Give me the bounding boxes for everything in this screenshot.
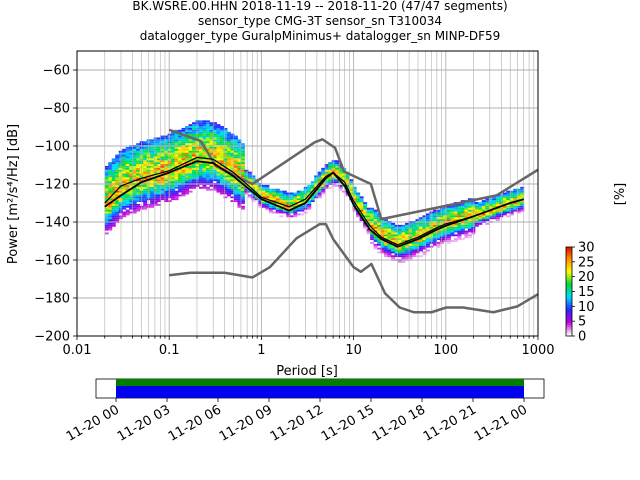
colorbar-tick-label: 15 [578,285,595,300]
x-tick-label: 1000 [521,343,554,358]
y-axis-label: Power [m²/s⁴/Hz] [dB] [6,124,21,264]
x-tick-label: 0.1 [159,343,180,358]
psd-curves [104,128,539,314]
timeline-tick-label: 11-20 21 [421,402,479,444]
timeline-tick-label: 11-20 09 [217,402,275,444]
timeline-tick-label: 11-20 15 [319,402,377,444]
y-tick-label: −80 [43,102,70,117]
colorbar-label: [%] [613,183,628,206]
available-data-bar [116,379,524,386]
colorbar-tick-label: 20 [578,270,595,285]
timeline-tick-label: 11-20 06 [166,402,224,444]
y-tick-label: −60 [43,64,70,79]
colorbar-tick-label: 25 [578,255,595,270]
title-line-3: datalogger_type GuralpMinimus+ datalogge… [140,29,501,43]
timeline-tick-label: 11-20 12 [268,402,326,444]
x-tick-label: 0.01 [63,343,92,358]
x-tick-label: 1 [257,343,265,358]
title-line-2: sensor_type CMG-3T sensor_sn T310034 [198,14,442,28]
y-tick-label: −100 [34,140,70,155]
plot-frame [76,50,539,337]
title-line-1: BK.WSRE.00.HHN 2018-11-19 -- 2018-11-20 … [132,0,507,13]
colorbar-tick-label: 5 [578,315,586,330]
x-tick-label: 100 [433,343,458,358]
colorbar-tick-label: 10 [578,300,595,315]
y-axis-ticks: −200 −180 −160 −140 −120 −100 −80 −60 [34,64,77,345]
y-tick-label: −180 [34,292,70,307]
y-tick-label: −200 [34,330,70,345]
colorbar-tick-label: 0 [578,330,586,345]
x-tick-label: 10 [345,343,362,358]
new-high-noise-model-line [168,128,539,221]
used-data-bar [116,386,524,398]
x-axis-label: Period [s] [276,364,338,379]
y-tick-label: −140 [34,216,70,231]
timeline-tick-label: 11-20 00 [64,402,122,444]
grid-lines [76,51,538,337]
median-line [104,156,524,246]
y-tick-label: −120 [34,178,70,193]
timeline-tick-label: 11-20 18 [370,402,428,444]
new-low-noise-model-line [169,222,539,314]
timeline-tick-label: 11-21 00 [472,402,530,444]
y-tick-label: −160 [34,254,70,269]
timeline-tick-label: 11-20 03 [115,402,173,444]
x-axis-ticks: 0.01 0.1 1 10 100 1000 [63,336,555,358]
colorbar-tick-label: 30 [578,241,595,256]
